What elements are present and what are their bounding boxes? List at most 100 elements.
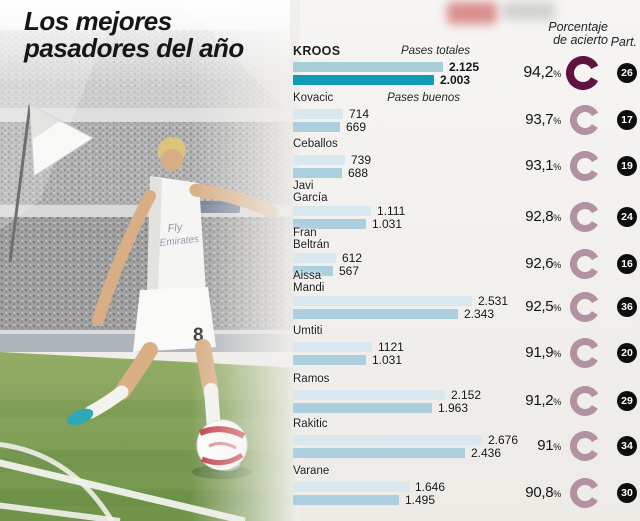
player-name: Umtiti: [293, 325, 323, 337]
bar-line-pases-buenos: 2.343: [293, 307, 508, 321]
player-row: Javi García 1.111 1.031 92,8% 24: [293, 180, 640, 232]
accuracy-value: 93,1%: [483, 157, 561, 176]
bar-pases-totales: [293, 390, 445, 400]
value-pases-totales: 2.125: [449, 60, 480, 74]
participation-badge: 29: [617, 391, 637, 411]
player-row: Rakitic 2.676 2.436 91% 34: [293, 418, 640, 461]
participation-badge: 17: [617, 110, 637, 130]
title-line-2: pasadores del año: [24, 33, 244, 63]
accuracy-number: 92,6: [525, 255, 554, 272]
photo-right-fade: [190, 0, 300, 521]
bar-pases-buenos: [293, 309, 458, 319]
participation-badge: 26: [617, 63, 637, 83]
accuracy-value: 92,8%: [483, 208, 561, 227]
percent-sign: %: [553, 116, 561, 126]
accuracy-donut-gauge: [570, 292, 600, 322]
bar-line-pases-buenos: 2.003: [293, 73, 479, 87]
player-name: Kovacic: [293, 92, 334, 104]
value-pases-totales: 1.646: [415, 480, 446, 494]
bar-pases-totales: [293, 62, 443, 72]
bar-line-pases-totales: 1.646: [293, 480, 446, 494]
bar-pases-totales: [293, 109, 343, 119]
accuracy-number: 94,2: [523, 64, 554, 81]
percent-sign: %: [553, 162, 561, 172]
value-pases-buenos: 1.495: [405, 493, 436, 507]
accuracy-value: 93,7%: [483, 111, 561, 130]
accuracy-number: 91: [537, 437, 554, 454]
percent-sign: %: [553, 69, 561, 79]
photo-kroos-corner-kick: Fly Emirates 8: [0, 0, 300, 521]
value-pases-totales: 714: [349, 107, 370, 121]
bar-pases-buenos: [293, 495, 399, 505]
value-pases-totales: 1.111: [377, 204, 406, 218]
participation-badge: 24: [617, 207, 637, 227]
bar-line-pases-totales: 612: [293, 251, 363, 265]
accuracy-value: 92,5%: [483, 298, 561, 317]
player-name: Fran Beltrán: [293, 227, 330, 251]
player-name: Rakitic: [293, 418, 328, 430]
value-pases-buenos: 567: [339, 264, 360, 278]
player-name: Aissa Mandi: [293, 270, 325, 294]
bar-pases-totales: [293, 296, 472, 306]
bar-line-pases-buenos: 1.031: [293, 217, 405, 231]
participation-badge: 20: [617, 343, 637, 363]
accuracy-value: 91,2%: [483, 392, 561, 411]
bar-line-pases-buenos: 688: [293, 166, 371, 180]
player-name: KROOS: [293, 44, 341, 58]
bar-line-pases-totales: 714: [293, 107, 370, 121]
pass-bars: 1.111 1.031: [293, 204, 406, 232]
pass-bars: 1.646 1.495: [293, 480, 446, 508]
percent-sign: %: [553, 489, 561, 499]
player-row: KROOS Pases totales Pases buenos 2.125 2…: [293, 44, 640, 104]
bar-line-pases-buenos: 1.495: [293, 493, 445, 507]
player-row: Umtiti 1121 1.031 91,9% 20: [293, 325, 640, 368]
player-row: Kovacic 714 669 93,7% 17: [293, 92, 640, 135]
bar-pases-totales: [293, 253, 336, 263]
accuracy-header-line-2: de acierto: [553, 33, 608, 47]
bar-pases-buenos: [293, 219, 366, 229]
value-pases-buenos: 669: [346, 120, 367, 134]
percent-sign: %: [553, 260, 561, 270]
bar-pases-totales: [293, 206, 371, 216]
player-row: Fran Beltrán 612 567 92,6% 16: [293, 227, 640, 279]
pass-bars: 739 688: [293, 153, 372, 181]
participation-badge: 16: [617, 254, 637, 274]
bar-line-pases-buenos: 1.963: [293, 401, 481, 415]
accuracy-number: 92,8: [525, 208, 554, 225]
pass-bars: 2.152 1.963: [293, 388, 481, 416]
pass-bars: 714 669: [293, 107, 370, 135]
bar-line-pases-totales: 2.152: [293, 388, 481, 402]
player-name: Ramos: [293, 373, 330, 385]
player-name: Javi García: [293, 180, 328, 204]
bar-line-pases-totales: 1.111: [293, 204, 406, 218]
bar-pases-totales: [293, 435, 482, 445]
accuracy-donut-gauge: [570, 105, 600, 135]
blurred-scoreboard-gray: [503, 2, 555, 20]
bar-pases-buenos: [293, 75, 434, 85]
participation-badge: 34: [617, 436, 637, 456]
column-header-participation: Part.: [610, 35, 637, 49]
percent-sign: %: [553, 213, 561, 223]
title-haze: [0, 0, 290, 85]
page-title: Los mejores pasadores del año: [24, 8, 244, 62]
percent-sign: %: [553, 397, 561, 407]
value-pases-totales: 739: [351, 153, 372, 167]
bar-pases-buenos: [293, 355, 366, 365]
value-pases-totales: 612: [342, 251, 363, 265]
accuracy-number: 91,9: [525, 344, 554, 361]
player-name: Ceballos: [293, 138, 338, 150]
title-line-1: Los mejores: [24, 6, 172, 36]
accuracy-donut-gauge: [570, 202, 600, 232]
accuracy-number: 93,7: [525, 111, 554, 128]
value-pases-buenos: 1.031: [372, 353, 403, 367]
pass-bars: 2.531 2.343: [293, 294, 509, 322]
svg-text:Fly: Fly: [167, 221, 184, 235]
player-row: Aissa Mandi 2.531 2.343 92,5% 36: [293, 270, 640, 322]
player-row: Ceballos 739 688 93,1% 19: [293, 138, 640, 181]
accuracy-number: 93,1: [525, 157, 554, 174]
accuracy-donut-gauge: [570, 338, 600, 368]
value-pases-totales: 2.676: [488, 433, 519, 447]
value-pases-totales: 2.531: [478, 294, 509, 308]
pass-bars: 612 567: [293, 251, 363, 279]
